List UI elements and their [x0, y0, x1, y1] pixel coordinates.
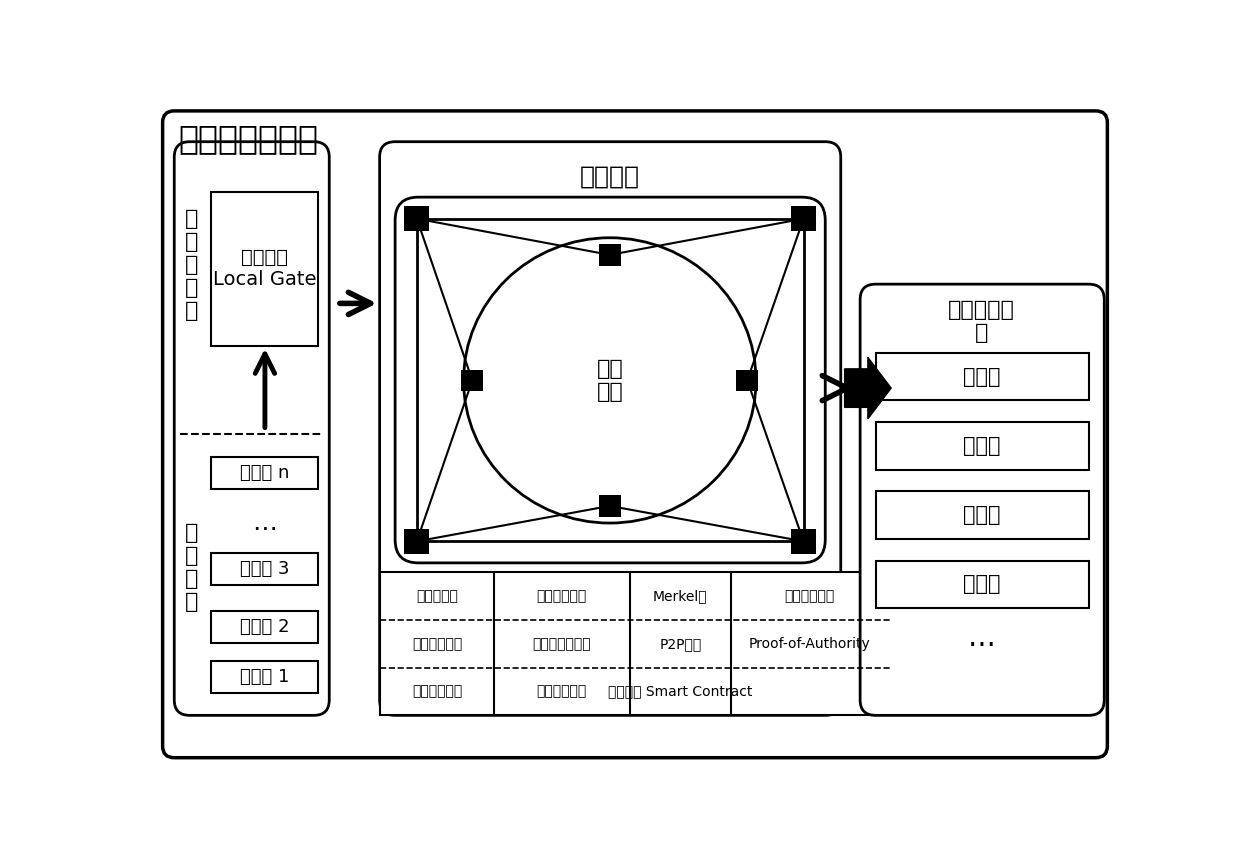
Text: P2P网络: P2P网络 [659, 636, 701, 651]
Text: 本地网关
Local Gate: 本地网关 Local Gate [213, 249, 317, 289]
FancyBboxPatch shape [162, 111, 1108, 758]
Text: 客户组: 客户组 [963, 574, 1001, 594]
Bar [212, 192, 318, 346]
Text: 数
据
采
集: 数 据 采 集 [185, 523, 198, 612]
Text: 传感器 1: 传感器 1 [240, 668, 290, 686]
Bar [876, 353, 1089, 401]
Bar [212, 457, 318, 489]
Text: 区块链网络设计: 区块链网络设计 [178, 122, 318, 156]
Text: 传感器 3: 传感器 3 [240, 560, 290, 578]
Text: 授权证明机制: 授权证明机制 [784, 589, 835, 603]
Text: 边缘节点: 边缘节点 [580, 165, 639, 189]
Bar [876, 422, 1089, 470]
Bar [598, 495, 621, 517]
Text: 监测权限验证: 监测权限验证 [411, 636, 462, 651]
Bar [404, 206, 429, 231]
Text: 监测权限验证: 监测权限验证 [536, 589, 587, 603]
Text: Proof-of-Authority: Proof-of-Authority [748, 636, 871, 651]
Text: 打包、广播区块: 打包、广播区块 [533, 636, 591, 651]
Text: 监测组: 监测组 [963, 366, 1001, 386]
Text: 查看结构状况: 查看结构状况 [411, 685, 462, 698]
Text: …: … [253, 511, 278, 535]
Ellipse shape [463, 237, 756, 523]
Text: 管理层: 管理层 [963, 505, 1001, 525]
Text: 传感器 2: 传感器 2 [240, 617, 290, 636]
FancyBboxPatch shape [860, 284, 1104, 716]
Text: 智能合约 Smart Contract: 智能合约 Smart Contract [608, 685, 752, 698]
Text: 维护组: 维护组 [963, 436, 1001, 456]
Bar [212, 553, 318, 585]
Bar [792, 206, 817, 231]
Bar [461, 370, 483, 391]
Bar [212, 660, 318, 693]
Bar [792, 529, 817, 554]
Text: 注册新节点: 注册新节点 [416, 589, 458, 603]
FancyBboxPatch shape [175, 142, 330, 716]
Bar [736, 370, 758, 391]
Bar [404, 529, 429, 554]
Text: 监测反馈中
心: 监测反馈中 心 [948, 299, 1015, 343]
Bar [876, 561, 1089, 608]
Bar [876, 491, 1089, 539]
FancyBboxPatch shape [395, 197, 825, 563]
FancyBboxPatch shape [379, 142, 841, 716]
FancyArrow shape [845, 357, 891, 419]
Text: 传感器 n: 传感器 n [240, 464, 290, 482]
Text: 数
据
预
处
理: 数 据 预 处 理 [185, 208, 198, 322]
Text: 调用多种合约: 调用多种合约 [536, 685, 587, 698]
Text: 核心
节点: 核心 节点 [596, 359, 623, 402]
Bar [212, 611, 318, 643]
Bar [598, 244, 621, 266]
Text: Merkel树: Merkel树 [653, 589, 707, 603]
Bar [379, 572, 890, 716]
Text: …: … [968, 624, 996, 653]
